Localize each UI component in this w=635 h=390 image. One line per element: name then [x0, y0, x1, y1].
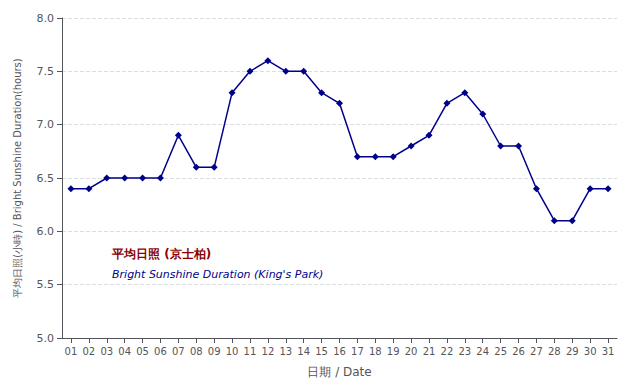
svg-text:09: 09 — [208, 346, 221, 357]
svg-text:17: 17 — [351, 346, 364, 357]
svg-text:02: 02 — [82, 346, 95, 357]
svg-text:18: 18 — [369, 346, 382, 357]
svg-text:04: 04 — [118, 346, 131, 357]
svg-text:11: 11 — [244, 346, 257, 357]
svg-text:16: 16 — [333, 346, 346, 357]
svg-text:23: 23 — [458, 346, 471, 357]
svg-text:03: 03 — [100, 346, 113, 357]
svg-text:12: 12 — [262, 346, 275, 357]
svg-text:26: 26 — [512, 346, 525, 357]
svg-text:8.0: 8.0 — [37, 12, 55, 25]
svg-text:24: 24 — [476, 346, 489, 357]
svg-text:31: 31 — [602, 346, 615, 357]
svg-text:6.0: 6.0 — [37, 225, 55, 238]
svg-text:日期 / Date: 日期 / Date — [307, 365, 371, 379]
svg-text:6.5: 6.5 — [37, 172, 55, 185]
svg-text:平均日照(小時) / Bright Sunshine Dur: 平均日照(小時) / Bright Sunshine Duration(hour… — [12, 58, 23, 298]
svg-text:28: 28 — [548, 346, 561, 357]
svg-text:05: 05 — [136, 346, 149, 357]
svg-text:5.0: 5.0 — [37, 332, 55, 345]
svg-text:29: 29 — [566, 346, 579, 357]
svg-text:19: 19 — [387, 346, 400, 357]
svg-text:27: 27 — [530, 346, 543, 357]
svg-text:01: 01 — [65, 346, 78, 357]
svg-text:06: 06 — [154, 346, 167, 357]
svg-text:22: 22 — [441, 346, 454, 357]
svg-text:7.0: 7.0 — [37, 118, 55, 131]
svg-text:平均日照 (京士柏): 平均日照 (京士柏) — [111, 247, 211, 261]
svg-text:5.5: 5.5 — [37, 278, 55, 291]
svg-text:10: 10 — [226, 346, 239, 357]
svg-text:07: 07 — [172, 346, 185, 357]
svg-text:14: 14 — [297, 346, 310, 357]
svg-text:Bright Sunshine Duration (King: Bright Sunshine Duration (King's Park) — [112, 268, 323, 281]
svg-text:13: 13 — [279, 346, 292, 357]
svg-text:25: 25 — [494, 346, 507, 357]
svg-text:21: 21 — [423, 346, 436, 357]
svg-text:30: 30 — [584, 346, 597, 357]
svg-text:08: 08 — [190, 346, 203, 357]
svg-text:20: 20 — [405, 346, 418, 357]
svg-text:15: 15 — [315, 346, 328, 357]
svg-text:7.5: 7.5 — [37, 65, 55, 78]
